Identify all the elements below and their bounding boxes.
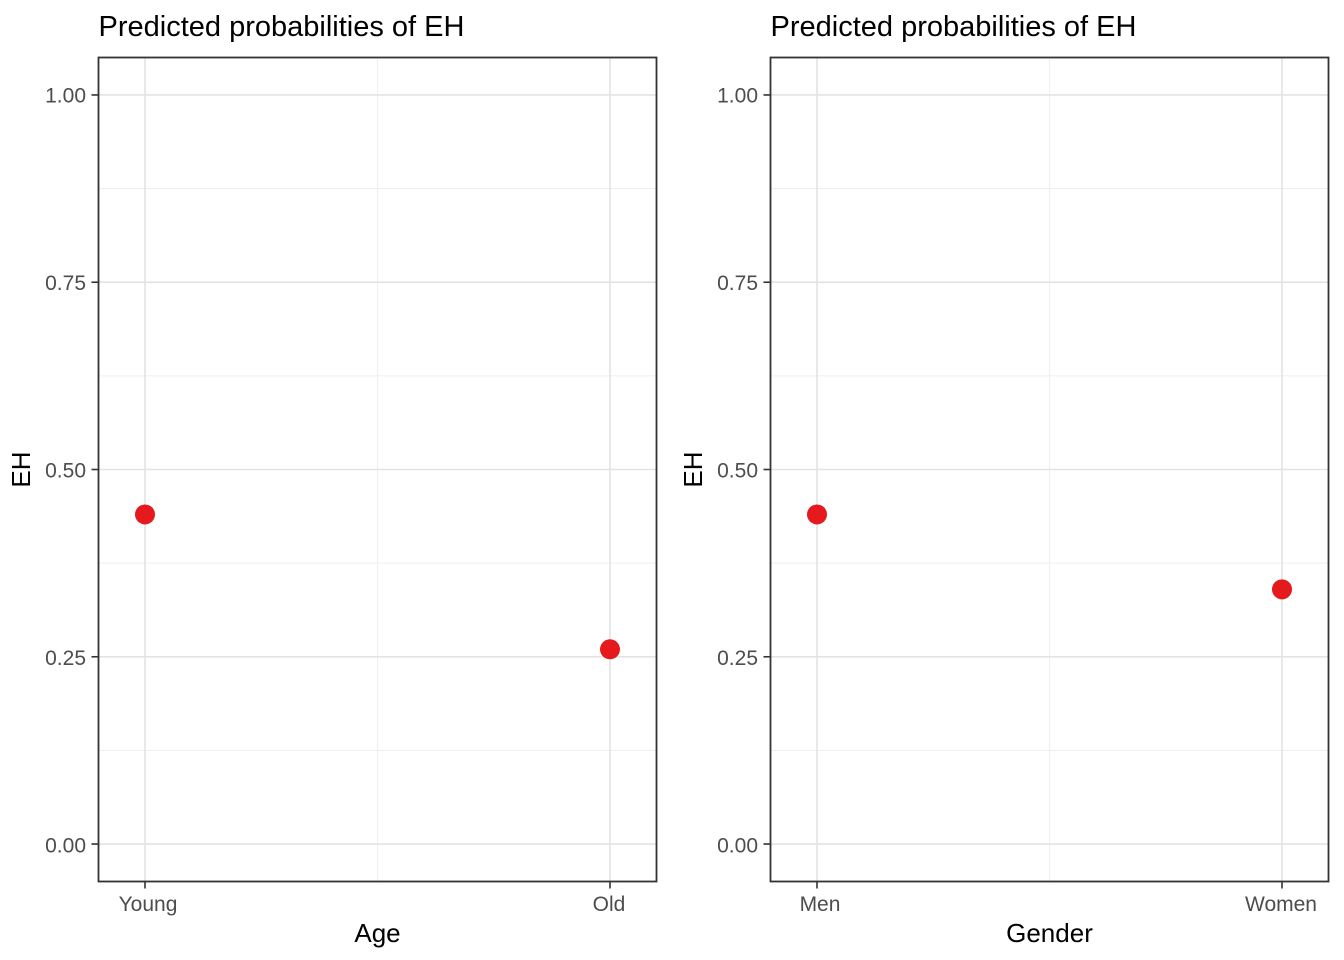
y-tick-label-0.25: 0.25 <box>717 647 758 670</box>
x-tick-label-men: Men <box>800 893 841 916</box>
data-point <box>1272 579 1292 600</box>
y-axis-title: EH <box>678 451 708 487</box>
chart-gender-svg: Predicted probabilities of EH 0.00 0.25 … <box>678 11 1330 948</box>
x-axis-title: Age <box>354 918 400 948</box>
gridlines-layer <box>770 57 1329 882</box>
data-points-layer <box>135 504 620 660</box>
y-tick-label-1.00: 1.00 <box>717 85 758 108</box>
y-tick-label-0.25: 0.25 <box>45 647 86 670</box>
y-tick-label-0.00: 0.00 <box>717 835 758 858</box>
data-point <box>600 639 620 660</box>
y-tick-label-0.75: 0.75 <box>45 272 86 295</box>
chart-age-svg: Predicted probabilities of EH 0.00 0.25 … <box>6 11 658 948</box>
data-point <box>135 504 155 525</box>
chart-title: Predicted probabilities of EH <box>99 11 465 43</box>
y-tick-label-0.75: 0.75 <box>717 272 758 295</box>
chart-title: Predicted probabilities of EH <box>771 11 1137 43</box>
y-tick-label-0.50: 0.50 <box>45 460 86 483</box>
y-axis-title: EH <box>6 451 36 487</box>
y-tick-label-0.00: 0.00 <box>45 835 86 858</box>
x-tick-label-young: Young <box>119 893 178 916</box>
chart-age: Predicted probabilities of EH 0.00 0.25 … <box>6 11 658 948</box>
y-tick-label-1.00: 1.00 <box>45 85 86 108</box>
axis-ticks-layer <box>91 94 611 889</box>
x-tick-label-women: Women <box>1245 893 1317 916</box>
gridlines-layer <box>98 57 657 882</box>
data-points-layer <box>807 504 1292 600</box>
axis-ticks-layer <box>763 94 1283 889</box>
x-tick-label-old: Old <box>593 893 626 916</box>
chart-gender: Predicted probabilities of EH 0.00 0.25 … <box>672 0 1344 960</box>
x-axis-title: Gender <box>1006 918 1093 948</box>
y-tick-label-0.50: 0.50 <box>717 460 758 483</box>
data-point <box>807 504 827 525</box>
